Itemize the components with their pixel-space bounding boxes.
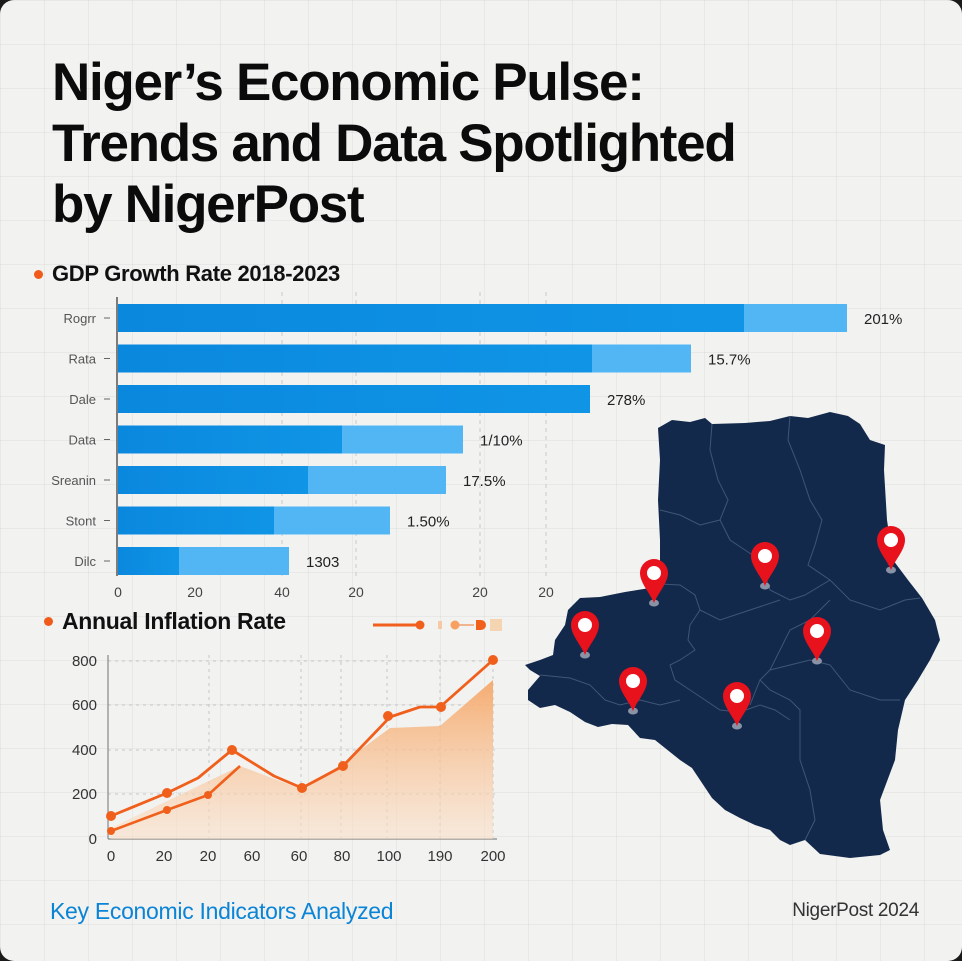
map-pin-icon[interactable] (877, 526, 905, 574)
inflation-x-tick: 80 (334, 848, 351, 865)
gdp-x-tick: 0 (114, 584, 122, 600)
inflation-x-tick: 60 (244, 848, 261, 865)
gdp-value-label: 278% (607, 392, 645, 409)
inflation-lower-line (110, 765, 241, 833)
gdp-value-label: 1303 (306, 554, 339, 571)
svg-text:400: 400 (72, 742, 97, 759)
gdp-value-label: 201% (864, 311, 902, 328)
gdp-bar-dark (118, 344, 592, 373)
gdp-bar-dark (118, 466, 308, 494)
gdp-category-label: Rogrr (63, 311, 96, 326)
gdp-category-label: Sreanin (51, 473, 96, 488)
gdp-bar-row: Dilc 1303 (74, 547, 339, 575)
inflation-section-title: Annual Inflation Rate (44, 608, 286, 635)
map-pins (571, 526, 905, 730)
gdp-bar-row: Sreanin 17.5% (51, 466, 506, 494)
inflation-x-axis: 0 20 20 60 60 80 100 190 200 (107, 848, 506, 865)
gdp-bar-row: Rogrr 201% (63, 304, 902, 332)
svg-text:0: 0 (89, 831, 97, 848)
inflation-title-text: Annual Inflation Rate (62, 608, 286, 634)
footer-credit: NigerPost 2024 (792, 900, 919, 921)
title-line-1: Niger’s Economic Pulse: (52, 53, 645, 112)
gdp-x-tick: 20 (187, 584, 203, 600)
inflation-x-tick: 200 (480, 848, 505, 865)
gdp-category-label: Data (69, 433, 97, 448)
gdp-bar-row: Dale 278% (69, 385, 645, 413)
map-shape (525, 412, 940, 858)
map-pin-icon[interactable] (803, 617, 831, 665)
svg-text:800: 800 (72, 653, 97, 670)
map-pin-icon[interactable] (640, 559, 668, 607)
gdp-bar-dark (118, 304, 744, 332)
gdp-x-tick: 20 (348, 584, 364, 600)
map-pin-icon[interactable] (619, 667, 647, 715)
gdp-title-text: GDP Growth Rate 2018-2023 (52, 261, 340, 286)
gdp-x-axis: 0 20 40 20 20 20 (114, 584, 554, 600)
gdp-bar-row: Rata 15.7% (69, 344, 751, 373)
gdp-category-label: Dale (69, 392, 96, 407)
inflation-y-axis: 800 600 400 200 0 (72, 653, 97, 848)
inflation-legend (373, 619, 502, 631)
inflation-x-tick: 0 (107, 848, 115, 865)
gdp-x-tick: 20 (472, 584, 488, 600)
bullet-dot-icon (44, 617, 53, 626)
gdp-bar-dark (118, 425, 342, 454)
title-line-3: by NigerPost (52, 175, 365, 234)
inflation-markers (106, 655, 498, 835)
bullet-dot-icon (34, 269, 43, 279)
map-pin-icon[interactable] (751, 542, 779, 590)
gdp-bar-row: Stont 1.50% (66, 506, 450, 535)
gdp-category-label: Stont (66, 514, 97, 529)
gdp-bar-row: Data 1/10% (69, 425, 523, 454)
inflation-x-tick: 100 (376, 848, 401, 865)
svg-text:600: 600 (72, 697, 97, 714)
gdp-value-label: 1/10% (480, 433, 523, 450)
map-region-borders (539, 415, 921, 841)
gdp-bar-dark (118, 547, 179, 575)
gdp-section-title: GDP Growth Rate 2018-2023 (34, 261, 340, 287)
gdp-value-label: 17.5% (463, 473, 506, 490)
page-title: Niger’s Economic Pulse: Trends and Data … (52, 52, 932, 235)
gdp-bar-dark (118, 385, 590, 413)
inflation-area-fill (111, 680, 493, 839)
inflation-x-tick: 20 (200, 848, 217, 865)
footer-subtitle: Key Economic Indicators Analyzed (50, 898, 394, 924)
gdp-x-tick: 20 (538, 584, 554, 600)
gdp-category-label: Rata (69, 352, 97, 367)
map-pin-icon[interactable] (571, 611, 599, 659)
inflation-x-tick: 190 (427, 848, 452, 865)
gdp-value-label: 15.7% (708, 352, 751, 369)
gdp-bars: Rogrr 201% Rata 15.7% Dale 278% Data 1/10% Srean… (51, 304, 902, 575)
map-pin-icon[interactable] (723, 682, 751, 730)
inflation-x-tick: 20 (156, 848, 173, 865)
gdp-category-label: Dilc (74, 554, 96, 569)
gdp-value-label: 1.50% (407, 514, 450, 531)
inflation-x-tick: 60 (291, 848, 308, 865)
title-line-2: Trends and Data Spotlighted (52, 114, 737, 173)
gdp-x-tick: 40 (274, 584, 290, 600)
svg-text:200: 200 (72, 786, 97, 803)
gdp-bar-dark (118, 506, 274, 535)
